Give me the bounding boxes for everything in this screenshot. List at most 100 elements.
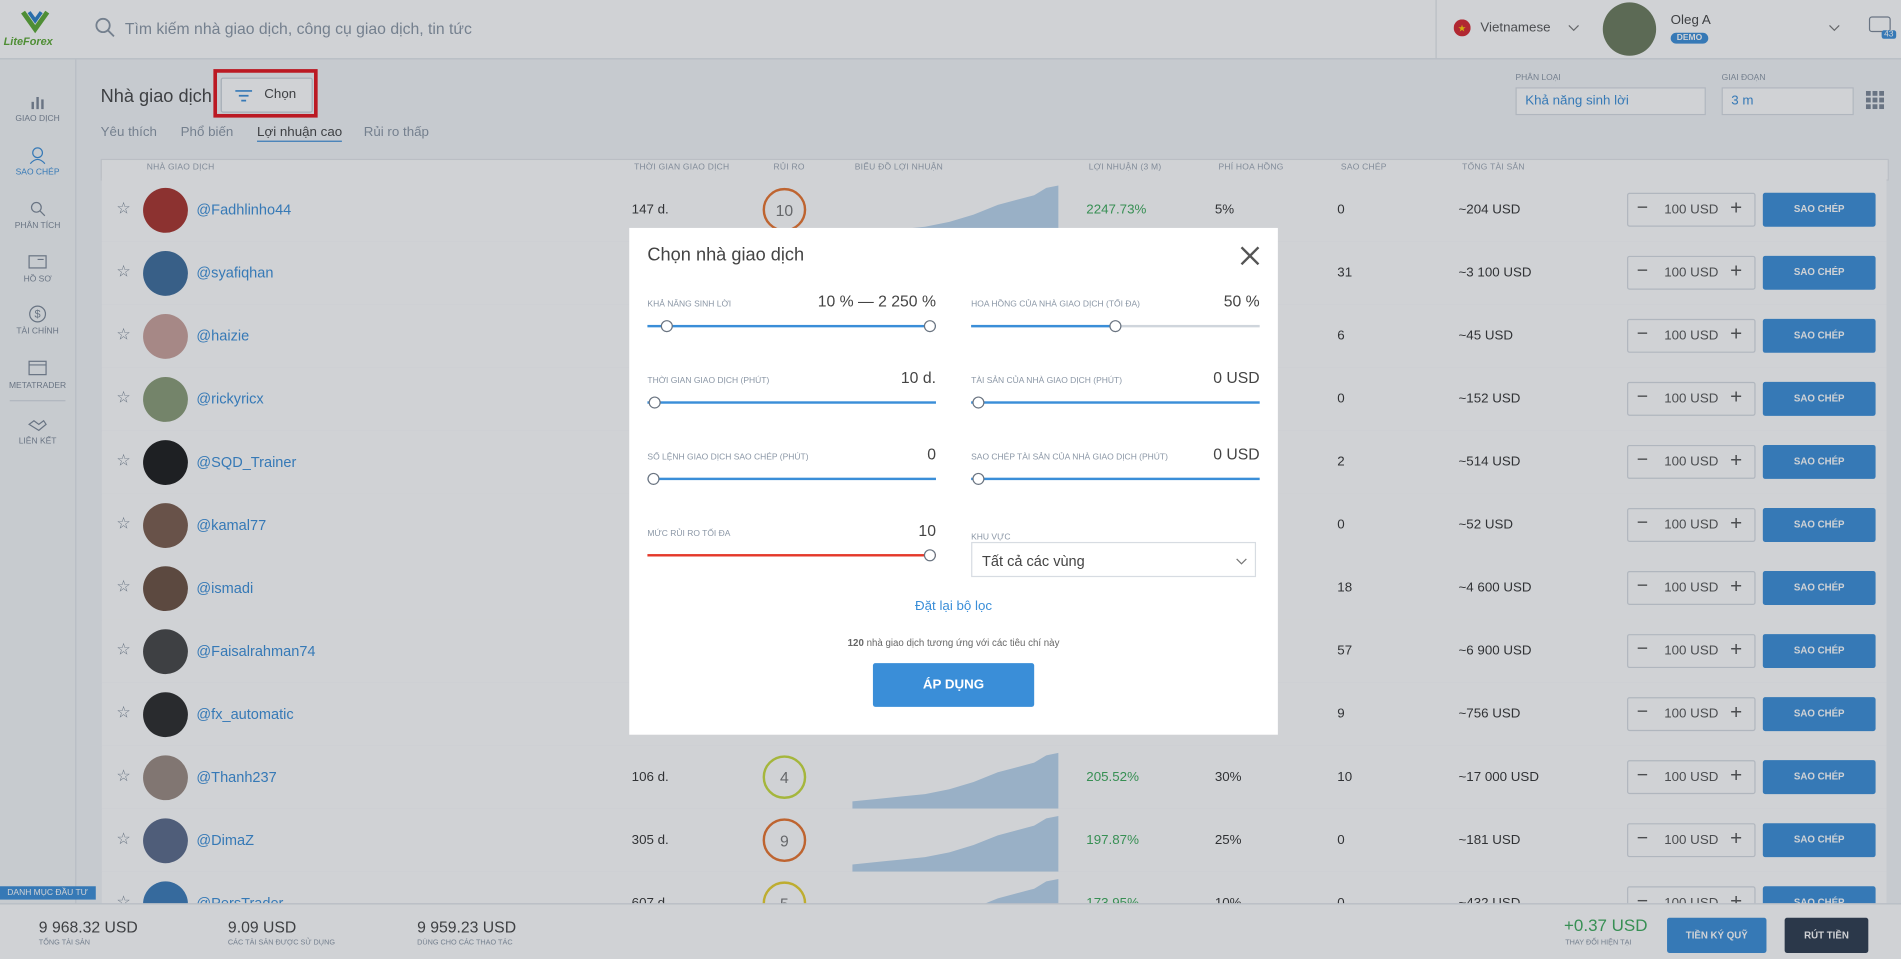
minus-button[interactable]: − [1636, 512, 1649, 534]
favorite-star[interactable]: ☆ [116, 703, 131, 722]
trader-name[interactable]: @rickyricx [196, 390, 264, 408]
sidebar-item[interactable]: GIAO DỊCH [0, 92, 75, 124]
tab[interactable]: Phổ biến [180, 124, 234, 140]
copy-button[interactable]: SAO CHÉP [1762, 571, 1876, 605]
plus-button[interactable]: + [1730, 511, 1743, 535]
amount-stepper[interactable]: −100 USD + [1627, 318, 1756, 353]
slider-thumb[interactable] [660, 320, 673, 333]
language-select[interactable]: Vietnamese [1480, 20, 1551, 36]
reset-link[interactable]: Đặt lại bộ lọc [915, 598, 993, 614]
minus-button[interactable]: − [1636, 197, 1649, 219]
favorite-star[interactable]: ☆ [116, 766, 131, 785]
slider-thumb[interactable] [972, 472, 985, 485]
minus-button[interactable]: − [1636, 638, 1649, 660]
trader-name[interactable]: @Thanh237 [196, 768, 277, 786]
trader-name[interactable]: @Fadhlinho44 [196, 201, 292, 219]
favorite-star[interactable]: ☆ [116, 829, 131, 848]
sidebar-item[interactable]: METATRADER [0, 359, 75, 390]
plus-button[interactable]: + [1730, 763, 1743, 787]
tab[interactable]: Lợi nhuận cao [257, 125, 343, 142]
minus-button[interactable]: − [1636, 765, 1649, 786]
amount-stepper[interactable]: −100 USD + [1627, 760, 1756, 795]
plus-button[interactable]: + [1730, 196, 1743, 220]
amount-stepper[interactable]: −100 USD + [1627, 192, 1756, 227]
user-avatar[interactable] [1602, 2, 1657, 56]
minus-button[interactable]: − [1636, 828, 1649, 849]
apply-button[interactable]: ÁP DỤNG [872, 663, 1035, 707]
favorite-star[interactable]: ☆ [116, 577, 131, 596]
copy-button[interactable]: SAO CHÉP [1762, 697, 1876, 732]
plus-button[interactable]: + [1730, 637, 1743, 661]
copy-button[interactable]: SAO CHÉP [1762, 634, 1876, 669]
withdraw-button[interactable]: RÚT TIỀN [1784, 917, 1869, 953]
minus-button[interactable]: − [1636, 323, 1649, 345]
plus-button[interactable]: + [1730, 574, 1743, 598]
region-select[interactable]: Tất cả các vùng [971, 541, 1257, 578]
grid-view-icon[interactable] [1865, 90, 1885, 110]
plus-button[interactable]: + [1730, 826, 1743, 850]
column-header[interactable]: LỢI NHUẬN (3 M) [1088, 163, 1162, 173]
user-name[interactable]: Oleg A [1670, 13, 1711, 28]
trader-name[interactable]: @kamal77 [196, 516, 267, 534]
slider-thumb[interactable] [923, 549, 936, 562]
sidebar-item[interactable]: PHÂN TÍCH [0, 199, 75, 230]
amount-stepper[interactable]: −100 USD + [1627, 381, 1756, 416]
copy-button[interactable]: SAO CHÉP [1762, 444, 1876, 479]
copy-button[interactable]: SAO CHÉP [1762, 760, 1876, 795]
minus-button[interactable]: − [1636, 891, 1649, 912]
trader-name[interactable]: @Faisalrahman74 [196, 642, 316, 660]
favorite-star[interactable]: ☆ [116, 261, 131, 281]
period-select[interactable]: 3 m [1721, 87, 1854, 116]
slider-thumb[interactable] [647, 472, 660, 485]
copy-button[interactable]: SAO CHÉP [1762, 823, 1876, 858]
minus-button[interactable]: − [1636, 386, 1649, 408]
plus-button[interactable]: + [1730, 322, 1743, 346]
trader-name[interactable]: @SQD_Trainer [196, 453, 297, 471]
favorite-star[interactable]: ☆ [116, 514, 131, 533]
deposit-button[interactable]: TIỀN KÝ QUỸ [1667, 917, 1767, 953]
copy-button[interactable]: SAO CHÉP [1762, 255, 1876, 290]
portfolio-tab[interactable]: DANH MỤC ĐẦU TƯ [0, 886, 96, 900]
amount-stepper[interactable]: −100 USD + [1627, 507, 1756, 542]
search-input[interactable]: Tìm kiếm nhà giao dịch, công cụ giao dịc… [124, 19, 472, 38]
plus-button[interactable]: + [1730, 700, 1743, 724]
favorite-star[interactable]: ☆ [116, 640, 131, 659]
chat-icon[interactable] [1868, 16, 1892, 38]
favorite-star[interactable]: ☆ [116, 198, 131, 218]
sidebar-item[interactable]: $ TÀI CHÍNH [0, 304, 75, 336]
plus-button[interactable]: + [1730, 259, 1743, 283]
favorite-star[interactable]: ☆ [116, 387, 131, 407]
minus-button[interactable]: − [1636, 449, 1649, 471]
close-button[interactable] [1239, 245, 1261, 267]
plus-button[interactable]: + [1730, 385, 1743, 409]
favorite-star[interactable]: ☆ [116, 324, 131, 344]
amount-stepper[interactable]: −100 USD + [1627, 634, 1756, 669]
amount-stepper[interactable]: −100 USD + [1627, 444, 1756, 479]
favorite-star[interactable]: ☆ [116, 451, 131, 470]
sort-select[interactable]: Khả năng sinh lời [1515, 87, 1706, 116]
minus-button[interactable]: − [1636, 260, 1649, 282]
filter-button[interactable]: Chọn [220, 77, 313, 113]
minus-button[interactable]: − [1636, 701, 1649, 723]
copy-button[interactable]: SAO CHÉP [1762, 381, 1876, 416]
tab[interactable]: Yêu thích [100, 124, 157, 140]
copy-button[interactable]: SAO CHÉP [1762, 318, 1876, 353]
amount-stepper[interactable]: −100 USD + [1627, 823, 1756, 858]
sidebar-item[interactable]: SAO CHÉP [0, 145, 75, 177]
trader-name[interactable]: @haizie [196, 327, 250, 345]
amount-stepper[interactable]: −100 USD + [1627, 255, 1756, 290]
sidebar-item[interactable]: LIÊN KẾT [0, 415, 75, 446]
copy-button[interactable]: SAO CHÉP [1762, 192, 1876, 227]
tab[interactable]: Rủi ro thấp [363, 124, 429, 140]
slider-thumb[interactable] [1109, 320, 1122, 333]
slider-thumb[interactable] [972, 396, 985, 409]
trader-name[interactable]: @syafiqhan [196, 264, 274, 282]
slider-thumb[interactable] [923, 320, 936, 333]
minus-button[interactable]: − [1636, 575, 1649, 597]
amount-stepper[interactable]: −100 USD + [1627, 571, 1756, 605]
trader-name[interactable]: @fx_automatic [196, 705, 294, 723]
trader-name[interactable]: @DimaZ [196, 831, 255, 849]
plus-button[interactable]: + [1730, 448, 1743, 472]
trader-name[interactable]: @ismadi [196, 579, 254, 597]
copy-button[interactable]: SAO CHÉP [1762, 507, 1876, 542]
